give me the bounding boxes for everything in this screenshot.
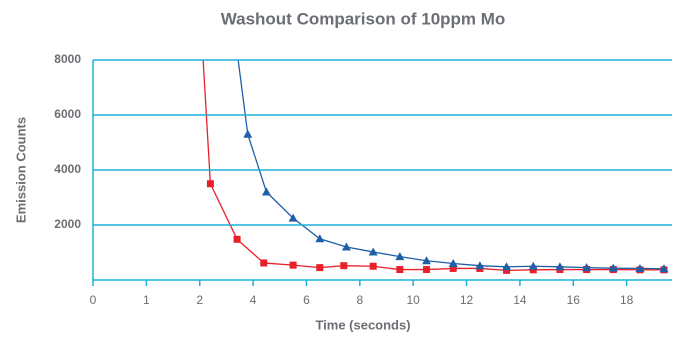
marker	[340, 262, 348, 270]
marker	[395, 252, 405, 261]
marker	[582, 263, 592, 272]
y-tick-label: 2000	[54, 217, 81, 231]
marker	[289, 261, 297, 269]
y-tick-label: 8000	[54, 52, 81, 66]
marker	[396, 266, 404, 274]
marker	[528, 261, 538, 270]
marker	[423, 266, 431, 274]
marker	[555, 262, 565, 271]
y-tick-label: 4000	[54, 162, 81, 176]
marker	[529, 266, 537, 274]
marker	[449, 264, 457, 272]
marker	[369, 262, 377, 270]
x-tick-label: 2	[196, 293, 203, 307]
marker	[608, 263, 618, 272]
marker	[502, 262, 512, 271]
marker	[635, 263, 645, 272]
y-axis-label: Emission Counts	[13, 117, 28, 223]
marker	[315, 234, 325, 243]
series-line	[237, 60, 665, 270]
marker	[422, 256, 432, 265]
x-tick-label: 1	[143, 293, 150, 307]
marker	[206, 180, 214, 188]
x-axis-label: Time (seconds)	[315, 317, 410, 332]
marker	[341, 242, 351, 251]
x-tick-label: 18	[620, 293, 634, 307]
marker	[233, 235, 241, 243]
marker	[243, 129, 253, 138]
x-tick-label: 6	[303, 293, 310, 307]
marker	[260, 259, 268, 267]
x-tick-label: 12	[460, 293, 474, 307]
x-tick-label: 0	[90, 293, 97, 307]
x-tick-label: 16	[567, 293, 581, 307]
marker	[503, 266, 511, 274]
series-line	[202, 60, 664, 272]
y-tick-label: 6000	[54, 107, 81, 121]
x-tick-label: 14	[513, 293, 527, 307]
marker	[288, 213, 298, 222]
marker	[448, 259, 458, 267]
x-tick-label: 4	[250, 293, 257, 307]
marker	[475, 261, 485, 270]
marker	[368, 247, 378, 256]
chart-title: Washout Comparison of 10ppm Mo	[221, 9, 506, 28]
marker	[659, 264, 669, 273]
x-tick-label: 10	[407, 293, 421, 307]
marker	[316, 264, 324, 272]
plot-area	[202, 60, 669, 274]
marker	[261, 187, 271, 196]
x-tick-label: 8	[356, 293, 363, 307]
